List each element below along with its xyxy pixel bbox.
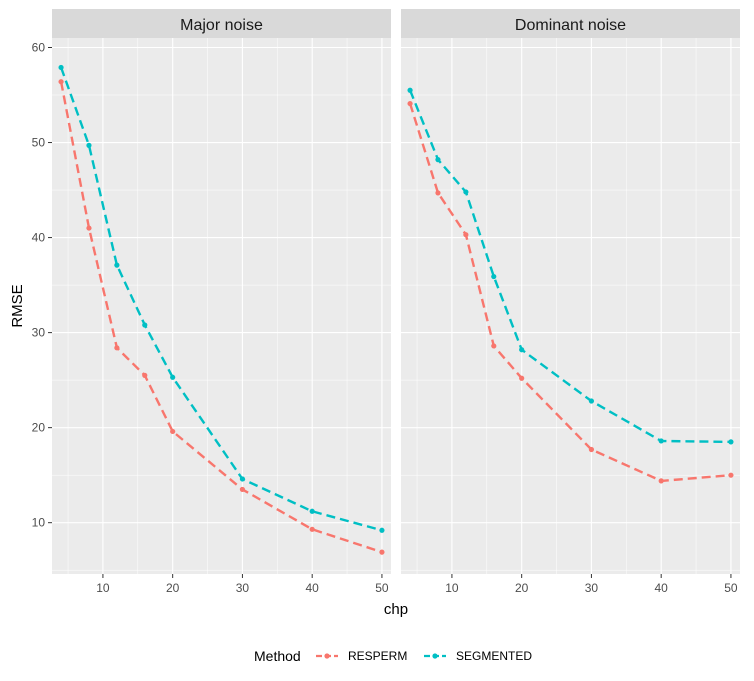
legend: Method RESPERM SEGMENTED [254, 648, 532, 664]
data-point-segmented [170, 374, 176, 380]
data-point-resperm [491, 343, 497, 349]
x-tick-label: 50 [375, 581, 389, 595]
data-point-segmented [728, 439, 734, 445]
series-line-segmented [59, 67, 383, 532]
series-major-noise [58, 64, 385, 555]
legend-item-segmented: SEGMENTED [424, 649, 532, 663]
data-point-segmented [519, 347, 525, 353]
y-tick-label: 40 [32, 231, 46, 245]
legend-item-resperm: RESPERM [316, 649, 407, 663]
x-tick-label: 20 [166, 581, 180, 595]
data-point-segmented [142, 322, 148, 328]
data-point-resperm [170, 428, 176, 435]
grid-dominant-noise [401, 38, 740, 574]
data-point-segmented [407, 87, 413, 93]
strip-dominant-noise [401, 9, 740, 38]
y-tick-label: 20 [32, 421, 46, 435]
panel-dominant-noise: Dominant noise [401, 9, 740, 574]
x-tick-label: 20 [515, 581, 529, 595]
data-point-resperm [142, 372, 148, 378]
plot-area-dominant-noise [401, 38, 740, 574]
x-axis-major-noise: 10 20 30 40 50 [96, 574, 389, 595]
series-line-resperm [408, 103, 731, 483]
x-axis-title: chp [384, 601, 408, 618]
data-point-segmented [658, 438, 664, 444]
legend-label-resperm: RESPERM [348, 649, 407, 663]
data-point-segmented [114, 262, 120, 268]
data-point-resperm [519, 375, 525, 381]
data-point-resperm [379, 549, 385, 555]
strip-major-noise [52, 9, 391, 38]
x-tick-label: 50 [724, 581, 738, 595]
panel-major-noise: Major noise [52, 9, 391, 574]
x-tick-label: 30 [585, 581, 599, 595]
data-point-resperm [658, 478, 664, 484]
data-point-resperm [114, 345, 120, 351]
data-point-resperm [309, 526, 315, 532]
y-axis-title: RMSE [9, 284, 26, 327]
legend-key-point-resperm [324, 653, 330, 659]
data-point-segmented [86, 142, 92, 148]
data-point-resperm [86, 225, 92, 231]
legend-label-segmented: SEGMENTED [456, 649, 532, 663]
x-tick-label: 10 [96, 581, 110, 595]
plot-area-major-noise [52, 38, 391, 574]
strip-title-major-noise: Major noise [180, 17, 263, 34]
data-point-resperm [239, 486, 246, 493]
strip-title-dominant-noise: Dominant noise [515, 17, 626, 34]
grid-major-noise [52, 38, 391, 574]
data-point-resperm [407, 100, 413, 107]
data-point-resperm [588, 446, 595, 453]
data-point-segmented [309, 508, 315, 514]
x-axis-dominant-noise: 10 20 30 40 50 [445, 574, 738, 595]
data-point-segmented [58, 64, 64, 71]
data-point-resperm [463, 232, 469, 238]
data-point-segmented [491, 273, 497, 280]
series-line-segmented [408, 89, 731, 444]
data-point-segmented [463, 189, 469, 195]
series-line-resperm [59, 81, 383, 554]
data-point-segmented [435, 157, 441, 163]
data-point-resperm [58, 79, 64, 85]
x-tick-label: 40 [305, 581, 319, 595]
legend-key-point-segmented [432, 653, 438, 659]
series-dominant-noise [407, 87, 734, 484]
x-tick-label: 10 [445, 581, 459, 595]
data-point-segmented [588, 398, 595, 404]
data-point-segmented [239, 476, 246, 482]
x-tick-label: 30 [236, 581, 250, 595]
data-point-resperm [728, 472, 734, 478]
y-axis: 10 20 30 40 50 60 [32, 41, 52, 530]
x-tick-label: 40 [654, 581, 668, 595]
y-tick-label: 50 [32, 136, 46, 150]
legend-title: Method [254, 648, 301, 664]
y-tick-label: 30 [32, 326, 46, 340]
data-point-resperm [435, 190, 441, 196]
y-tick-label: 60 [32, 41, 46, 55]
y-tick-label: 10 [32, 516, 46, 530]
data-point-segmented [379, 527, 385, 533]
